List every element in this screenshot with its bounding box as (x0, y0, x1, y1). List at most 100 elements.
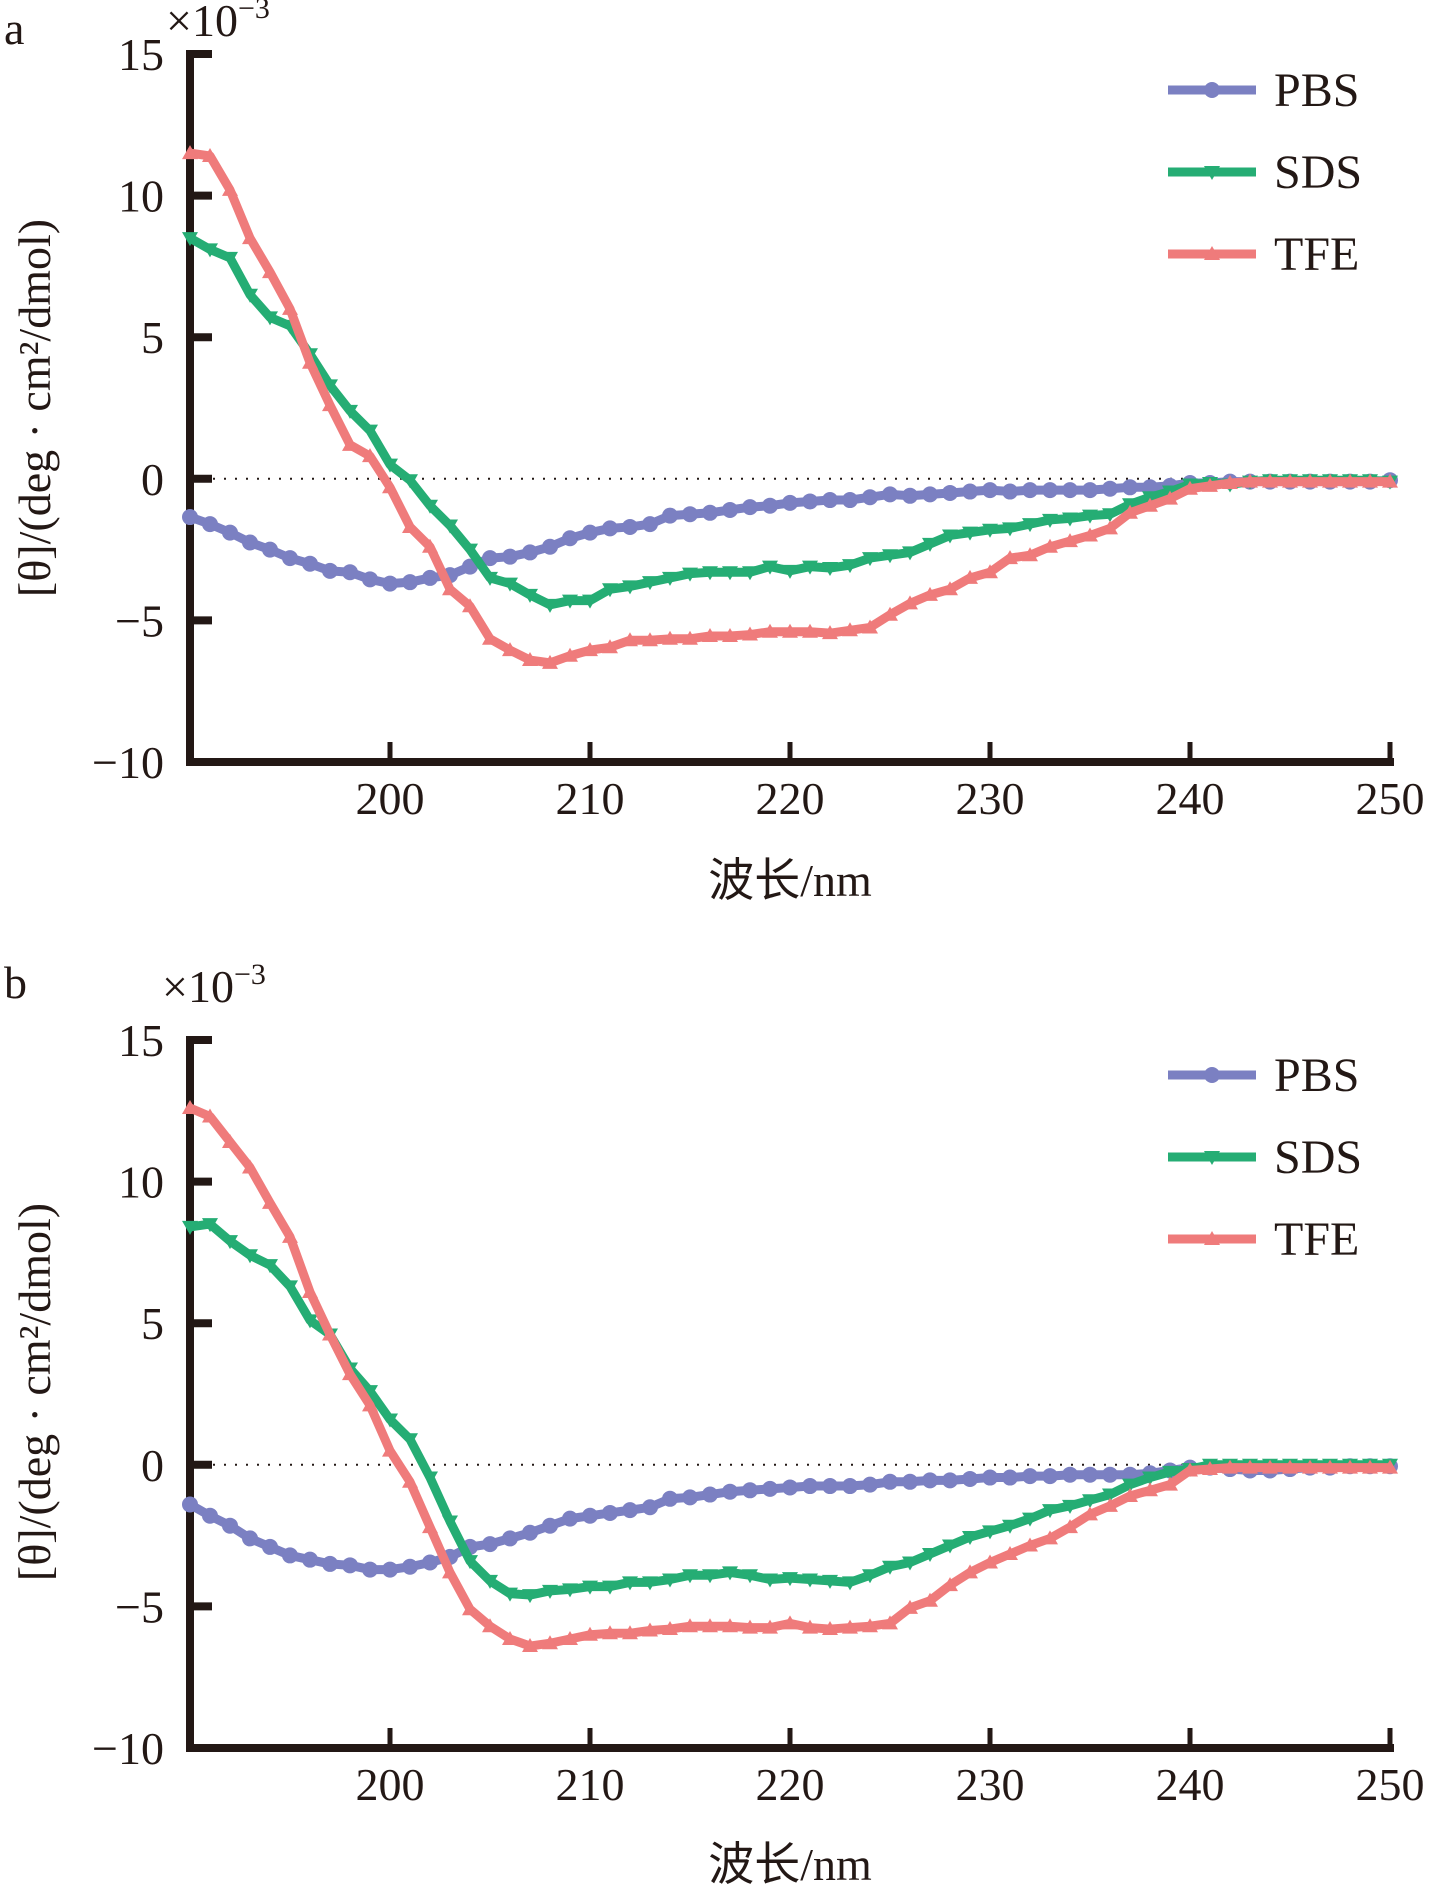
data-point (442, 519, 458, 534)
data-point (702, 566, 718, 581)
data-point (962, 1470, 978, 1487)
data-point (422, 1554, 438, 1571)
data-point (1322, 1459, 1338, 1474)
data-point (1162, 490, 1178, 505)
data-point (1282, 1459, 1298, 1474)
data-point (1262, 473, 1278, 488)
panel-label: a (4, 3, 24, 54)
data-point (1302, 473, 1318, 488)
data-point (1082, 527, 1098, 542)
y-tick-label: 10 (118, 171, 164, 222)
data-point (862, 619, 878, 634)
data-point (242, 534, 258, 551)
data-point (462, 1555, 478, 1570)
data-point (622, 1502, 638, 1519)
data-point (582, 1626, 598, 1641)
data-point (622, 1576, 638, 1591)
legend-item-pbs: PBS (1168, 1049, 1359, 1102)
y-scale-exponent: −3 (234, 958, 266, 991)
data-point (602, 639, 618, 654)
legend-item-tfe: TFE (1168, 1213, 1359, 1266)
data-point (982, 523, 998, 538)
data-point (822, 562, 838, 577)
data-point (642, 576, 658, 591)
data-point (1262, 1459, 1278, 1474)
data-point (402, 474, 418, 489)
data-point (502, 1587, 518, 1602)
legend-item-pbs: PBS (1168, 64, 1359, 117)
data-point (1202, 477, 1218, 492)
data-point (1042, 1530, 1058, 1545)
data-point (1202, 1461, 1218, 1476)
ticks-group: 15 10 5 0 −5 −10 200 210 220 230 240 250 (92, 1015, 1424, 1810)
legend-marker (1204, 1067, 1220, 1083)
data-point (402, 518, 418, 533)
data-point (662, 630, 678, 645)
data-point (642, 516, 658, 533)
data-point (882, 1560, 898, 1575)
data-point (622, 580, 638, 595)
x-tick-label: 220 (756, 1759, 825, 1810)
data-point (682, 1618, 698, 1633)
data-point (482, 550, 498, 567)
data-point (902, 1473, 918, 1490)
data-point (922, 1592, 938, 1607)
data-point (262, 541, 278, 558)
data-point (902, 1556, 918, 1571)
y-axis-title: [θ]/(deg · cm²/dmol) (9, 1203, 60, 1581)
data-point (522, 1638, 538, 1653)
data-point (882, 486, 898, 503)
data-point (1122, 504, 1138, 519)
data-point (842, 1478, 858, 1495)
data-point (822, 492, 838, 509)
data-point (482, 1574, 498, 1589)
series-tfe (182, 1099, 1398, 1653)
data-point (742, 626, 758, 641)
data-point (922, 1548, 938, 1563)
data-point (822, 1621, 838, 1636)
data-point (282, 1280, 298, 1295)
data-point (682, 1489, 698, 1506)
data-point (242, 1249, 258, 1264)
data-point (942, 581, 958, 596)
data-point (1302, 1459, 1318, 1474)
data-point (782, 494, 798, 511)
data-point (922, 537, 938, 552)
data-point (942, 1539, 958, 1554)
data-point (202, 147, 218, 162)
data-point (1082, 509, 1098, 524)
y-tick-label: 10 (118, 1157, 164, 1208)
series-pbs (182, 1458, 1398, 1578)
data-point (702, 1618, 718, 1633)
data-point (822, 1574, 838, 1589)
data-point (842, 492, 858, 509)
data-point (302, 555, 318, 572)
x-axis-title: 波长/nm (708, 855, 872, 906)
data-point (782, 1479, 798, 1496)
y-tick-label: 15 (118, 29, 164, 80)
data-point (322, 1326, 338, 1341)
data-point (742, 499, 758, 516)
data-point (182, 145, 198, 160)
data-point (382, 479, 398, 494)
data-point (462, 543, 478, 558)
data-point (202, 243, 218, 258)
y-scale-base: ×10 (166, 0, 238, 46)
data-point (602, 1625, 618, 1640)
data-point (782, 564, 798, 579)
y-tick-label: 15 (118, 1015, 164, 1066)
data-point (682, 506, 698, 523)
data-point (342, 404, 358, 419)
data-point (262, 311, 278, 326)
data-point (402, 574, 418, 591)
data-point (202, 1218, 218, 1233)
data-point (1042, 513, 1058, 528)
data-point (1102, 520, 1118, 535)
data-point (722, 1483, 738, 1500)
data-point (1042, 1468, 1058, 1485)
data-point (1022, 518, 1038, 533)
data-point (502, 577, 518, 592)
data-point (382, 1561, 398, 1578)
data-point (782, 1572, 798, 1587)
